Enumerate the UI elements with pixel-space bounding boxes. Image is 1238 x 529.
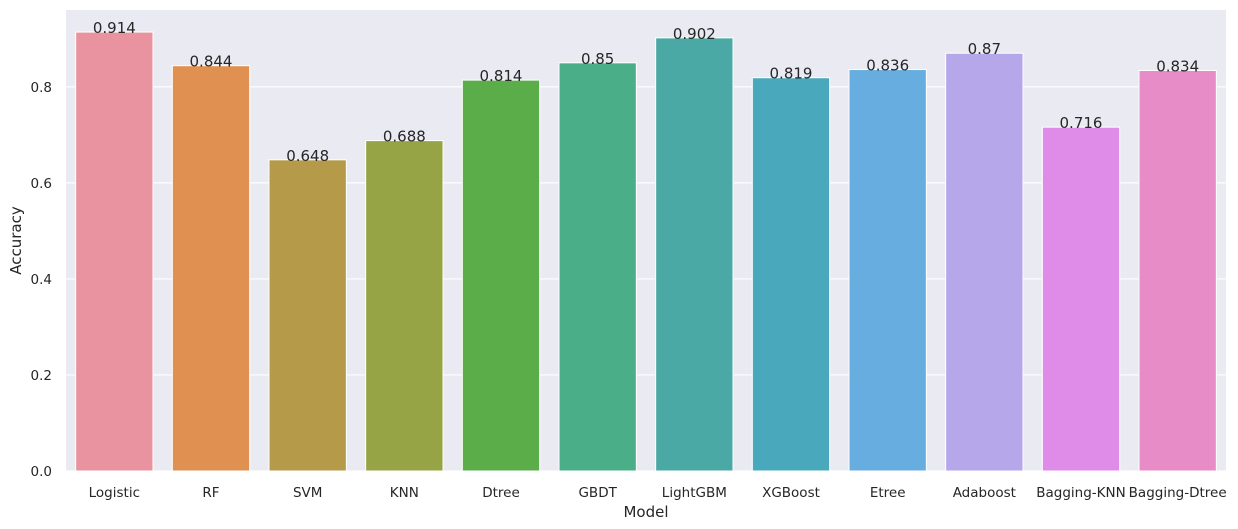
bar-rf (171, 65, 251, 472)
data-label: 0.87 (968, 40, 1001, 58)
data-label: 0.814 (480, 67, 523, 85)
bar-dtree (461, 79, 541, 472)
x-tick-label: LightGBM (662, 485, 727, 501)
y-tick-label: 0.4 (31, 272, 52, 288)
bars (75, 31, 1217, 472)
y-tick-label: 0.8 (31, 80, 52, 96)
bar-svm (268, 159, 347, 472)
x-axis-label: Model (623, 503, 668, 521)
y-tick-label: 0.2 (31, 368, 52, 384)
data-label: 0.836 (866, 57, 909, 75)
bar-etree (848, 69, 927, 472)
x-axis-ticks: Logistic RF SVM KNN Dtree GBDT LightGBM XGBoost… (89, 485, 1227, 501)
x-tick-label: XGBoost (762, 485, 820, 501)
data-label: 0.819 (770, 65, 813, 83)
x-tick-label: Bagging-KNN (1036, 485, 1125, 501)
data-label: 0.716 (1060, 114, 1103, 132)
y-tick-label: 0.0 (31, 464, 52, 480)
x-tick-label: Bagging-Dtree (1129, 485, 1227, 501)
bar-logistic (75, 31, 154, 472)
x-tick-label: Etree (870, 485, 906, 501)
data-label: 0.834 (1156, 58, 1199, 76)
x-tick-label: GBDT (578, 485, 617, 501)
x-tick-label: KNN (390, 485, 419, 501)
x-tick-label: Dtree (482, 485, 520, 501)
data-label: 0.648 (286, 147, 329, 165)
bar-lightgbm (655, 37, 734, 472)
data-label: 0.844 (190, 53, 233, 71)
data-label: 0.914 (93, 19, 136, 37)
data-labels: 0.914 0.844 0.648 0.688 0.814 0.85 0.902 0.819 0… (93, 19, 1199, 165)
y-axis-ticks: 0.0 0.2 0.4 0.6 0.8 (31, 80, 52, 480)
y-axis-label: Accuracy (7, 206, 25, 275)
x-tick-label: Logistic (89, 485, 140, 501)
bar-gbdt (558, 62, 637, 472)
data-label: 0.688 (383, 128, 426, 146)
data-label: 0.902 (673, 25, 716, 43)
bar-bagging-dtree (1138, 70, 1217, 472)
bar-knn (365, 140, 444, 472)
data-label: 0.85 (581, 50, 614, 68)
y-tick-label: 0.6 (31, 176, 52, 192)
bar-adaboost (945, 52, 1024, 472)
bar-bagging-knn (1041, 126, 1121, 472)
x-tick-label: SVM (293, 485, 322, 501)
bar-xgboost (751, 77, 831, 472)
x-tick-label: Adaboost (953, 485, 1016, 501)
x-tick-label: RF (202, 485, 219, 501)
grid-lines (66, 86, 1226, 472)
